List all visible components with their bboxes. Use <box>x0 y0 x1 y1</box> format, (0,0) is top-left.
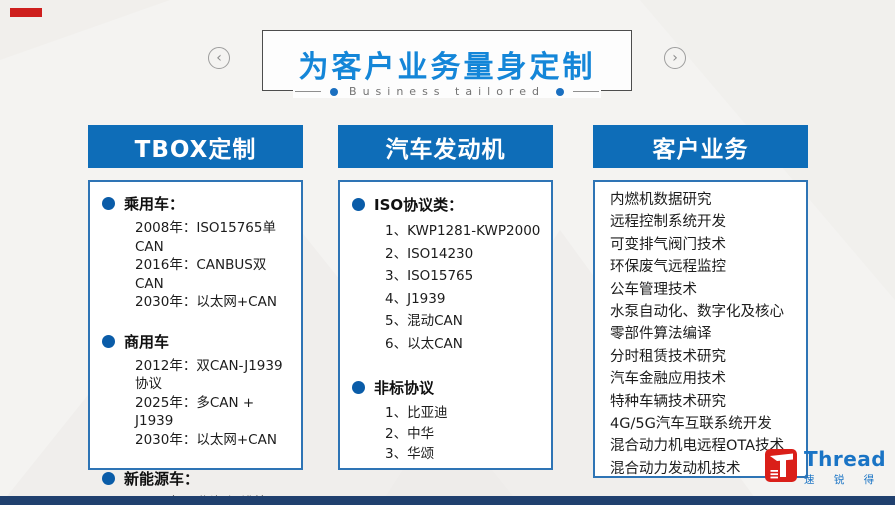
list-item: 环保废气远程监控 <box>610 259 726 276</box>
list-item: 远程控制系统开发 <box>610 214 726 231</box>
section-passenger-car: 乘用车： 2008年：ISO15765单CAN 2016年：CANBUS双CAN… <box>102 193 293 312</box>
list-item: 5、混动CAN <box>385 313 463 329</box>
section-title: 商用车 <box>124 332 170 351</box>
list-item: 3、ISO15765 <box>385 268 474 284</box>
title-box: 为客户业务量身定制 Business tailored <box>262 30 632 98</box>
section-iso-protocols: ISO协议类： 1、KWP1281-KWP2000 2、ISO14230 3、I… <box>352 194 543 355</box>
list-item: 分时租赁技术研究 <box>610 348 726 365</box>
section-title-row: 乘用车： <box>102 193 293 214</box>
list-item: 1、比亚迪 <box>385 405 448 421</box>
section-title: 非标协议 <box>374 379 435 397</box>
section-title-row: ISO协议类： <box>352 194 543 215</box>
column-body-tbox: 乘用车： 2008年：ISO15765单CAN 2016年：CANBUS双CAN… <box>88 180 303 505</box>
column-header-tbox: TBOX定制 <box>88 125 303 168</box>
chevron-left-icon: ‹ <box>216 50 222 66</box>
list-item: 混合动力发动机技术 <box>610 460 741 477</box>
list-item: 4G/5G汽车互联系统开发 <box>610 416 772 433</box>
page-title: 为客户业务量身定制 <box>298 50 596 85</box>
column-body-business: 内燃机数据研究 远程控制系统开发 可变排气阀门技术 环保废气远程监控 公车管理技… <box>593 180 808 478</box>
list-item: 2016年：CANBUS双CAN <box>135 257 267 292</box>
list-item: 混合动力机电远程OTA技术 <box>610 438 785 455</box>
next-slide-button[interactable]: › <box>664 47 686 69</box>
list-item: 水泵自动化、数字化及核心零部件算法编译 <box>610 304 784 343</box>
tagline-dash-left <box>295 91 322 92</box>
section-commercial-vehicle: 商用车 2012年：双CAN-J1939协议 2025年：多CAN + J193… <box>102 331 293 450</box>
list-item: 2030年：以太网+CAN <box>135 294 277 310</box>
prev-slide-button[interactable]: ‹ <box>208 47 230 69</box>
list-item: 3、华颂 <box>385 446 435 462</box>
list-item: 汽车金融应用技术 <box>610 371 726 388</box>
list-item: 可变排气阀门技术 <box>610 236 726 253</box>
list-item: 2、中华 <box>385 425 435 442</box>
section-title-row: 新能源车： <box>102 468 293 489</box>
red-accent-bar <box>10 8 42 17</box>
thread-logo-icon <box>765 449 797 482</box>
section-title-row: 商用车 <box>102 331 293 352</box>
bullet-dot-icon <box>102 334 115 348</box>
list-item: 1、KWP1281-KWP2000 <box>385 223 541 239</box>
section-nonstandard-protocols: 非标协议 1、比亚迪 2、中华 3、华颂 <box>352 377 543 465</box>
column-header-business: 客户业务 <box>593 125 808 168</box>
thread-logo: Thread 速 锐 得 <box>765 449 886 487</box>
list-item: 6、以太CAN <box>385 335 463 352</box>
list-item: 公车管理技术 <box>610 281 697 298</box>
list-item: 2030年：以太网+CAN <box>135 431 277 448</box>
section-title: ISO协议类： <box>374 196 464 214</box>
bullet-dot-icon <box>102 472 115 485</box>
page-subtitle-row: Business tailored <box>263 85 631 98</box>
section-title: 新能源车： <box>124 470 200 488</box>
page-subtitle: Business tailored <box>349 85 545 98</box>
list-item: 4、J1939 <box>385 290 446 307</box>
tagline-dot-right <box>555 87 564 96</box>
list-item: 内燃机数据研究 <box>610 192 712 208</box>
list-item: 2008年：ISO15765单CAN <box>135 220 276 255</box>
list-item: 2、ISO14230 <box>385 245 474 262</box>
logo-chinese-name: 速 锐 得 <box>804 474 883 486</box>
section-title-row: 非标协议 <box>352 377 543 398</box>
column-header-engine: 汽车发动机 <box>338 125 553 168</box>
section-title: 乘用车： <box>124 195 185 213</box>
logo-wordmark: Thread <box>804 447 887 471</box>
tagline-dash-right <box>572 91 599 92</box>
list-item: 2025年：多CAN + J1939 <box>135 394 255 430</box>
list-item: 特种车辆技术研究 <box>610 393 726 410</box>
bottom-navy-bar <box>0 496 895 505</box>
bullet-dot-icon <box>352 381 365 394</box>
tagline-dot-left <box>330 87 339 96</box>
chevron-right-icon: › <box>672 50 678 66</box>
list-item: 2012年：双CAN-J1939协议 <box>135 357 283 393</box>
bullet-dot-icon <box>102 197 115 210</box>
bullet-dot-icon <box>352 198 365 211</box>
column-body-engine: ISO协议类： 1、KWP1281-KWP2000 2、ISO14230 3、I… <box>338 180 553 470</box>
